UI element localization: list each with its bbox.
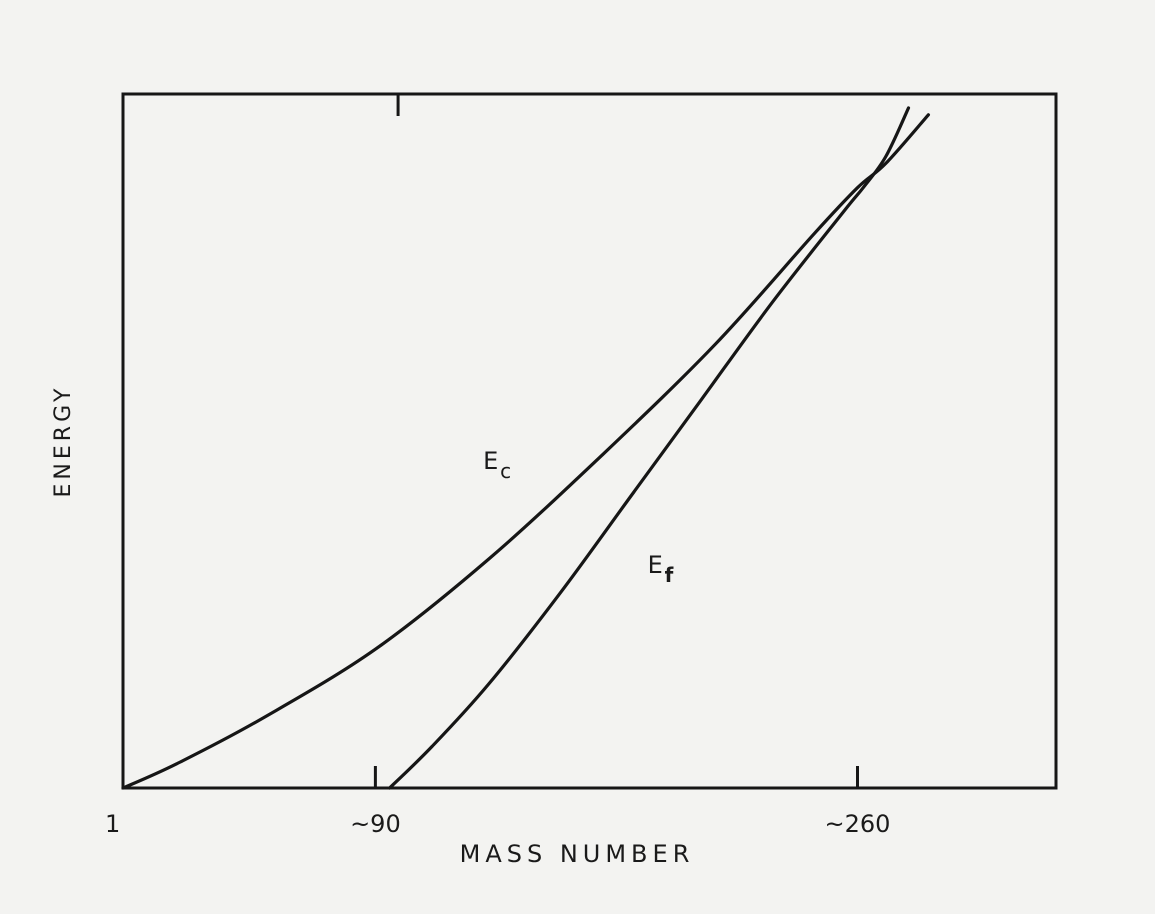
series-label-subscript-ef: f: [665, 563, 674, 587]
y-axis-label: ENERGY: [51, 385, 76, 498]
series-line-ef: [388, 106, 911, 790]
x-axis-label: MASS NUMBER: [460, 840, 695, 868]
x-tick-label: ~260: [825, 810, 891, 838]
x-axis-ticks: 1 ~90 ~260: [105, 94, 890, 838]
x-tick-label: 1: [105, 810, 120, 838]
series-label-subscript-ec: c: [500, 459, 511, 483]
series-label-ef: E: [648, 551, 663, 579]
series-line-ec: [121, 113, 930, 790]
x-tick-label: ~90: [350, 810, 401, 838]
series-layer: [121, 106, 930, 790]
plot-frame: [121, 92, 1058, 790]
series-label-ec: E: [483, 447, 498, 475]
